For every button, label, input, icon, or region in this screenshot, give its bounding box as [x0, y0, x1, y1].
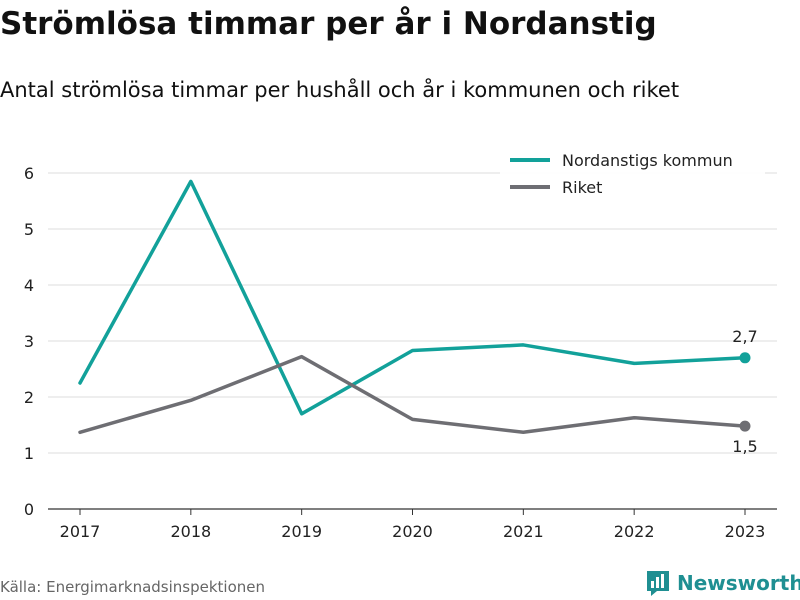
y-tick-label: 4: [24, 276, 34, 295]
x-axis-ticks: 2017 2018 2019 2020 2021 2022 2023: [60, 509, 766, 541]
x-tick-label: 2019: [281, 522, 322, 541]
series-end-label-0: 2,7: [732, 327, 757, 346]
legend-label-0: Nordanstigs kommun: [562, 151, 733, 170]
y-tick-label: 6: [24, 164, 34, 183]
series-end-label-1: 1,5: [732, 437, 757, 456]
line-chart: 0 1 2 3 4 5 6 2017 2018 2019 2020 2021 2022 2023 2,7…: [23, 145, 777, 541]
series-end-point-0: [739, 352, 751, 364]
source-note: Källa: Energimarknadsinspektionen: [0, 578, 266, 596]
brand[interactable]: Newsworthy: [645, 568, 800, 598]
series-line-1: [78, 354, 747, 435]
x-tick-label: 2021: [503, 522, 544, 541]
grid-lines: [48, 172, 777, 510]
y-tick-label: 1: [24, 444, 34, 463]
x-tick-label: 2023: [725, 522, 766, 541]
x-tick-label: 2022: [614, 522, 655, 541]
brand-name: Newsworthy: [677, 571, 800, 595]
y-tick-label: 2: [24, 388, 34, 407]
chart-subtitle: Antal strömlösa timmar per hushåll och å…: [0, 78, 680, 102]
y-tick-label: 5: [24, 220, 34, 239]
x-tick-label: 2017: [60, 522, 101, 541]
y-tick-label: 0: [24, 500, 34, 519]
legend-label-1: Riket: [562, 178, 602, 197]
legend: Nordanstigs kommun Riket: [500, 145, 765, 205]
series-lines: 2,7 1,5: [78, 179, 758, 456]
y-axis-ticks: 0 1 2 3 4 5 6: [24, 164, 34, 519]
series-line-0: [78, 179, 747, 416]
chart-title: Strömlösa timmar per år i Nordanstig: [0, 6, 657, 42]
newsworthy-logo-icon: [647, 571, 669, 596]
legend-background: [500, 145, 765, 205]
x-tick-label: 2020: [392, 522, 433, 541]
x-tick-label: 2018: [170, 522, 211, 541]
series-end-point-1: [739, 420, 751, 432]
y-tick-label: 3: [24, 332, 34, 351]
